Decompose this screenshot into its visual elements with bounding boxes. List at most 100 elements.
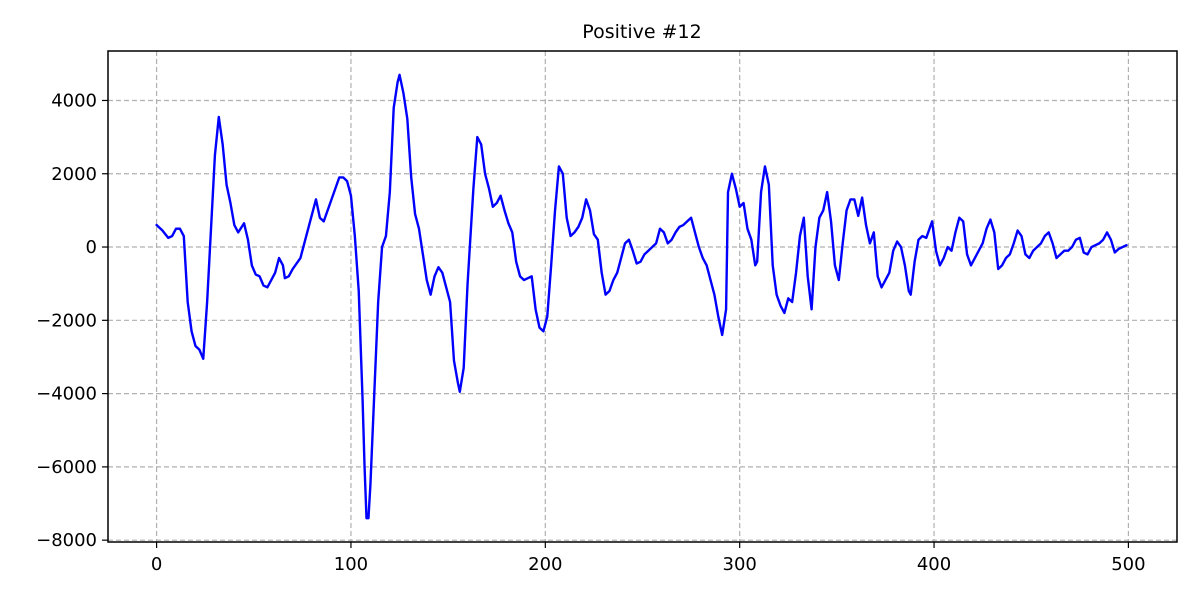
- data-point: [418, 228, 420, 230]
- data-point: [1028, 257, 1030, 259]
- data-point: [385, 235, 387, 237]
- data-point: [218, 116, 220, 118]
- data-point: [807, 275, 809, 277]
- data-point: [604, 294, 607, 296]
- data-point: [910, 294, 912, 296]
- data-point: [1106, 231, 1108, 233]
- data-point: [647, 250, 649, 252]
- data-point: [791, 301, 793, 303]
- x-tick-label: 400: [917, 554, 951, 575]
- data-point: [884, 279, 887, 281]
- data-point: [713, 294, 716, 296]
- data-point: [717, 316, 719, 318]
- y-tick-label: 0: [86, 237, 97, 258]
- data-point: [947, 246, 949, 248]
- data-point: [779, 305, 782, 307]
- data-point: [270, 279, 272, 281]
- data-point: [167, 237, 169, 239]
- data-point: [706, 264, 708, 266]
- data-point: [931, 220, 933, 222]
- data-point: [1071, 246, 1073, 248]
- data-point: [985, 228, 988, 230]
- data-point: [935, 250, 937, 252]
- data-point: [1013, 242, 1015, 244]
- data-point: [1032, 250, 1034, 252]
- data-point: [480, 143, 482, 146]
- data-point: [175, 228, 177, 230]
- y-axis: −8000 −6000 −4000 −2000 0 2000 4000: [36, 90, 108, 551]
- data-point: [849, 198, 852, 200]
- data-point: [880, 286, 883, 288]
- data-point: [674, 231, 677, 233]
- x-tick-label: 300: [723, 554, 757, 575]
- data-point: [531, 275, 533, 277]
- data-point: [914, 261, 916, 263]
- data-point: [1005, 257, 1007, 259]
- data-point: [834, 264, 836, 266]
- data-point: [554, 209, 556, 211]
- y-tick-label: −4000: [36, 384, 97, 405]
- data-point: [1098, 242, 1100, 244]
- data-point: [402, 92, 405, 94]
- data-point: [441, 272, 443, 274]
- data-point: [251, 264, 253, 266]
- data-point: [842, 242, 844, 244]
- data-point: [346, 180, 348, 182]
- data-point: [754, 264, 756, 266]
- data-point: [225, 184, 228, 186]
- data-point: [612, 279, 614, 281]
- data-point: [187, 301, 189, 303]
- data-point: [639, 261, 642, 263]
- data-point: [742, 202, 745, 204]
- data-point: [768, 184, 770, 186]
- data-point: [503, 209, 506, 211]
- data-point: [214, 154, 216, 157]
- data-point: [803, 217, 805, 219]
- data-point: [908, 290, 910, 292]
- data-point: [457, 382, 459, 384]
- data-point: [970, 264, 972, 266]
- data-point: [764, 165, 766, 168]
- data-point: [1125, 244, 1128, 246]
- data-point: [1094, 244, 1096, 246]
- chart-title: Positive #12: [582, 21, 701, 43]
- data-point: [811, 308, 813, 310]
- data-point: [702, 257, 704, 259]
- data-point: [877, 275, 879, 277]
- data-point: [925, 237, 927, 239]
- data-point: [1118, 248, 1120, 250]
- data-point: [690, 217, 692, 219]
- data-point: [671, 239, 673, 241]
- data-point: [426, 279, 428, 281]
- data-point: [422, 253, 424, 255]
- data-point: [939, 264, 941, 266]
- data-point: [616, 272, 618, 274]
- x-axis: 0 100 200 300 400 500: [151, 542, 1146, 575]
- data-point: [814, 246, 817, 248]
- x-tick-label: 200: [528, 554, 562, 575]
- data-point: [369, 484, 371, 486]
- data-point: [989, 218, 992, 221]
- data-point: [857, 215, 859, 217]
- data-point: [1075, 239, 1077, 241]
- data-point: [278, 257, 280, 259]
- data-point: [818, 217, 820, 219]
- data-point: [1044, 235, 1046, 237]
- data-point: [472, 187, 474, 190]
- data-point: [515, 261, 517, 263]
- data-point: [620, 257, 622, 259]
- data-point: [1083, 251, 1085, 254]
- data-point: [1059, 253, 1061, 255]
- data-point: [845, 209, 848, 211]
- data-point: [381, 246, 383, 248]
- data-point: [888, 272, 890, 274]
- data-point: [295, 262, 298, 265]
- data-point: [1067, 250, 1069, 252]
- data-point: [655, 242, 657, 244]
- data-point: [830, 220, 832, 222]
- data-point: [739, 206, 741, 208]
- data-point: [993, 231, 995, 233]
- data-point: [581, 217, 583, 219]
- data-point: [496, 202, 498, 204]
- data-point: [266, 286, 268, 288]
